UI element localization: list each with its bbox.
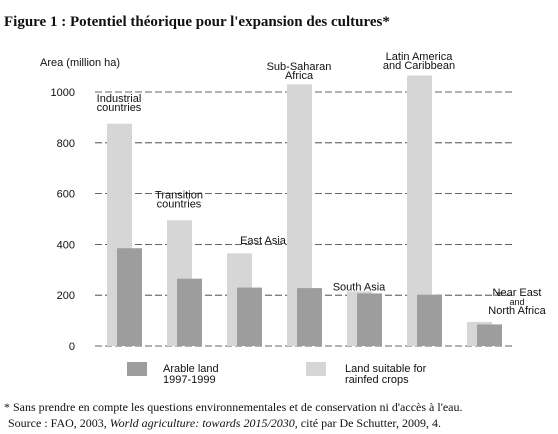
category-label: Latin America [386,51,454,63]
y-tick-label: 1000 [51,87,75,99]
bar [297,288,322,346]
legend-swatch [306,362,326,376]
y-tick-label: 600 [57,189,75,201]
category-label: and [509,297,524,307]
category-label: Near East [493,287,542,299]
bar [117,248,142,346]
legend-label: Arable land [163,363,219,375]
y-tick-label: 200 [57,290,75,302]
category-label: Transition [155,189,203,201]
legend-swatch [127,362,147,376]
bar [177,278,202,346]
legend-label: 1997-1999 [163,374,216,386]
category-label: South Asia [333,281,386,293]
legend-label: rainfed crops [345,374,409,386]
footnote: * Sans prendre en compte les questions e… [4,400,463,414]
y-tick-label: 800 [57,138,75,150]
source: Source : FAO, 2003, World agriculture: t… [8,416,441,430]
source-title: World agriculture: towards 2015/2030 [110,416,295,430]
bar [357,293,382,346]
category-label: East Asia [240,235,287,247]
bar [477,324,502,346]
y-tick-label: 400 [57,239,75,251]
category-label: North Africa [488,305,546,317]
category-label: countries [157,198,202,210]
bar [417,294,442,346]
category-label: Industrial [97,93,142,105]
y-tick-label: 0 [69,341,75,353]
legend-label: Land suitable for [345,363,427,375]
y-axis-label: Area (million ha) [40,57,120,69]
category-label: Sub-Saharan [267,61,332,73]
category-label: countries [97,102,142,114]
chart-title: Figure 1 : Potentiel théorique pour l'ex… [4,14,390,30]
source-part: Source : FAO, 2003, [8,416,110,430]
bar [237,287,262,346]
category-label: Africa [285,70,314,82]
source-part: , cité par De Schutter, 2009, 4. [295,416,441,430]
category-label: and Caribbean [383,60,455,72]
